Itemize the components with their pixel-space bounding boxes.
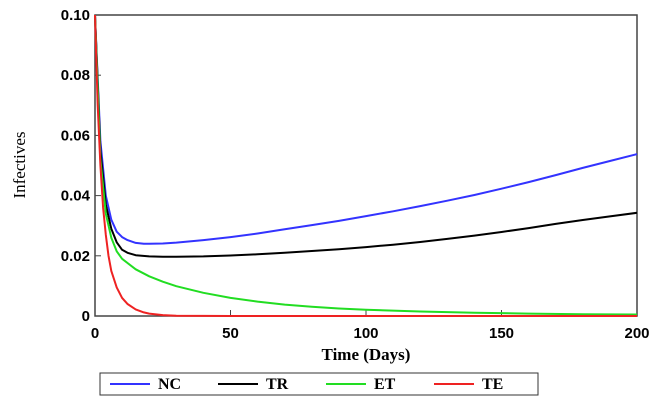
legend-label-te: TE [482,376,503,393]
series-line-nc [94,14,638,245]
x-tick-label: 200 [624,325,649,342]
plot-frame [94,14,638,317]
y-tick-label: 0.06 [61,127,90,144]
y-tick-label: 0.02 [61,248,90,265]
y-tick-label: 0 [82,308,90,325]
series-line-tr [94,14,638,258]
x-axis: 0 50 100 150 200 [91,310,650,342]
legend: NC TR ET TE [99,372,539,396]
series-line-et [94,14,638,316]
series-line-te [94,14,637,317]
y-axis-label: Infectives [10,131,29,198]
legend-label-et: ET [374,376,396,393]
y-tick-label: 0.10 [61,7,90,24]
legend-box [99,372,539,396]
x-tick-label: 0 [91,325,99,342]
x-tick-label: 50 [222,325,239,342]
y-tick-label: 0.04 [61,188,91,205]
x-axis-label: Time (Days) [322,345,411,364]
y-tick-label: 0.08 [61,67,90,84]
x-tick-label: 100 [353,325,378,342]
legend-label-tr: TR [266,376,289,393]
x-tick-label: 150 [489,325,514,342]
series-layer [94,14,638,317]
legend-label-nc: NC [158,376,181,393]
plot-border [94,14,638,317]
y-axis: 0 0.02 0.04 0.06 0.08 0.10 [61,7,101,325]
